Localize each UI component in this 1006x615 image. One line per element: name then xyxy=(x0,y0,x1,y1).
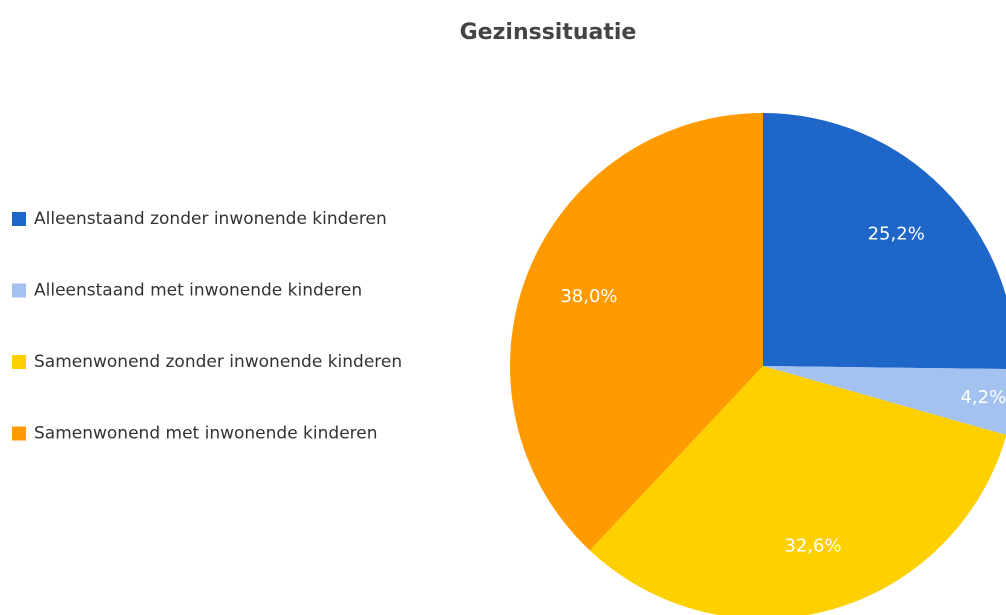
data-label: 38,0% xyxy=(560,286,617,307)
legend-swatch xyxy=(12,426,26,441)
legend-label: Samenwonend met inwonende kinderen xyxy=(34,424,378,444)
pie-slice xyxy=(763,366,1006,435)
pie-slice xyxy=(589,366,1006,615)
data-label: 32,6% xyxy=(784,535,841,556)
legend-swatch xyxy=(12,212,26,226)
legend-label: Samenwonend zonder inwonende kinderen xyxy=(34,352,402,372)
data-label: 4,2% xyxy=(960,387,1006,408)
chart-title: Gezinssituatie xyxy=(460,20,637,45)
legend-label: Alleenstaand met inwonende kinderen xyxy=(34,281,362,301)
legend-label: Alleenstaand zonder inwonende kinderen xyxy=(34,209,387,229)
pie-slice xyxy=(509,113,763,551)
legend-swatch xyxy=(12,355,26,369)
legend-swatch xyxy=(12,283,26,298)
data-label: 25,2% xyxy=(868,223,925,244)
pie-slice xyxy=(763,113,1006,370)
